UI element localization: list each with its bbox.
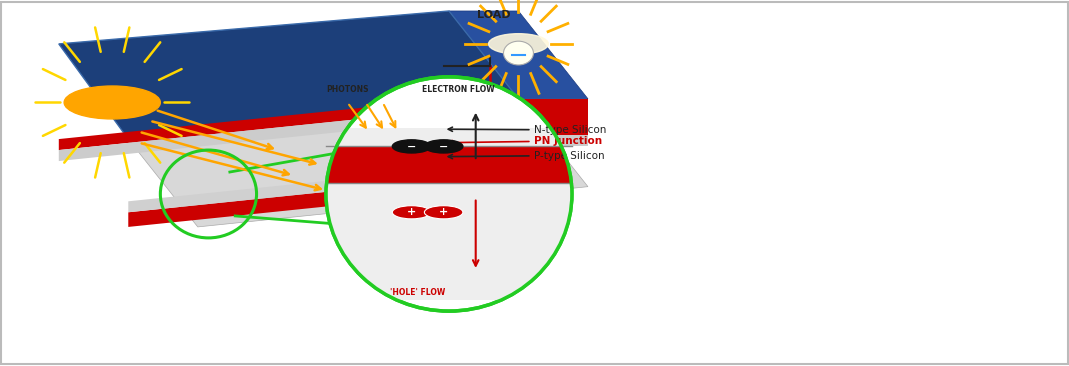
Circle shape bbox=[489, 34, 548, 54]
Circle shape bbox=[64, 86, 160, 119]
Text: 'HOLE' FLOW: 'HOLE' FLOW bbox=[390, 288, 446, 297]
Bar bbox=[326, 146, 572, 183]
Polygon shape bbox=[128, 161, 518, 212]
Ellipse shape bbox=[326, 77, 572, 311]
Text: LOAD: LOAD bbox=[477, 10, 511, 20]
Text: PN Junction: PN Junction bbox=[448, 136, 603, 146]
Circle shape bbox=[392, 140, 431, 153]
Circle shape bbox=[424, 140, 463, 153]
Circle shape bbox=[392, 206, 431, 219]
Text: −: − bbox=[407, 141, 416, 152]
Polygon shape bbox=[518, 99, 588, 135]
Polygon shape bbox=[518, 135, 588, 146]
Text: N-type Silicon: N-type Silicon bbox=[448, 125, 607, 135]
Text: ELECTRON FLOW: ELECTRON FLOW bbox=[422, 85, 495, 94]
Polygon shape bbox=[128, 172, 518, 227]
Polygon shape bbox=[128, 99, 588, 227]
Bar bbox=[326, 128, 572, 146]
Ellipse shape bbox=[503, 41, 533, 65]
Text: +: + bbox=[407, 207, 416, 217]
Text: −: − bbox=[439, 141, 448, 152]
Text: P-type Silicon: P-type Silicon bbox=[448, 150, 605, 161]
Text: PHOTONS: PHOTONS bbox=[326, 85, 369, 94]
Polygon shape bbox=[449, 11, 588, 99]
Text: +: + bbox=[439, 207, 448, 217]
Polygon shape bbox=[59, 99, 449, 150]
Polygon shape bbox=[59, 11, 518, 139]
Circle shape bbox=[424, 206, 463, 219]
Bar bbox=[326, 183, 572, 300]
Polygon shape bbox=[59, 110, 449, 161]
